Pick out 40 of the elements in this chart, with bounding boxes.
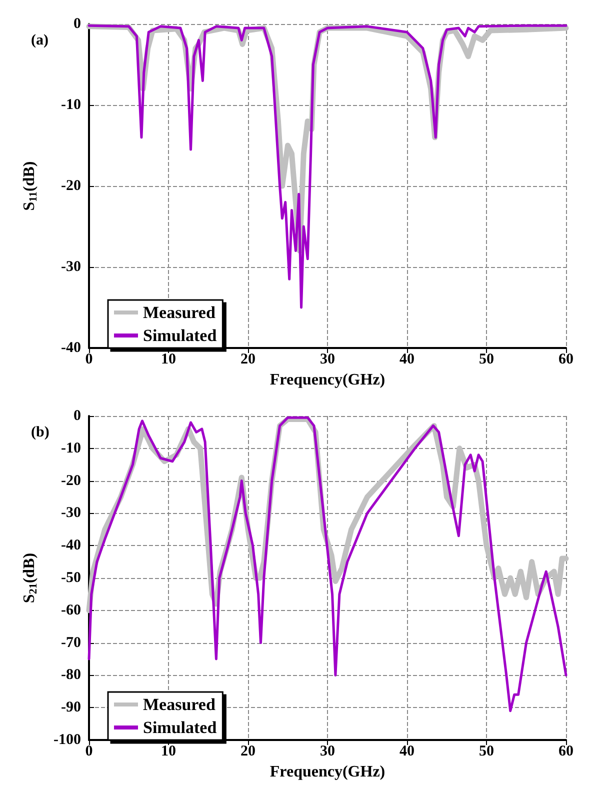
y-tick-label: -70 — [61, 634, 81, 651]
x-tick-label: 60 — [558, 744, 574, 760]
y-tick-label: -10 — [61, 440, 81, 456]
y-tick-label: -20 — [61, 178, 81, 194]
x-tick-label: 20 — [240, 352, 256, 368]
legend-label: Measured — [143, 695, 216, 714]
x-tick-label: 30 — [320, 744, 335, 760]
x-tick-label: 40 — [400, 744, 414, 760]
x-tick-label: 10 — [161, 352, 176, 368]
x-tick-label: 0 — [85, 744, 93, 760]
legend-label: Simulated — [143, 326, 218, 345]
y-axis-title: S21(dB) — [21, 552, 40, 604]
x-tick-label: 50 — [479, 352, 494, 368]
x-axis-title: Frequency(GHz) — [270, 763, 386, 780]
y-tick-label: 0 — [74, 16, 81, 32]
y-axis-title: S11(dB) — [21, 161, 40, 211]
x-tick-label: 0 — [85, 352, 93, 368]
y-tick-label: -80 — [61, 667, 81, 684]
x-tick-label: 50 — [479, 744, 494, 760]
x-tick-label: 10 — [161, 744, 176, 760]
y-tick-label: 0 — [74, 408, 81, 424]
legend-label: Measured — [143, 303, 216, 322]
y-tick-label: -30 — [61, 259, 81, 275]
y-tick-label: -50 — [61, 570, 81, 586]
y-tick-label: -60 — [61, 602, 81, 618]
y-tick-label: -100 — [54, 732, 81, 748]
x-tick-label: 20 — [240, 744, 256, 760]
y-tick-label: -40 — [61, 538, 81, 554]
y-tick-label: -40 — [61, 340, 81, 356]
x-tick-label: 30 — [320, 352, 335, 368]
y-tick-label: -90 — [61, 700, 81, 716]
y-tick-label: -20 — [61, 472, 81, 489]
x-tick-label: 40 — [400, 352, 414, 368]
text: (a) — [31, 32, 48, 48]
x-axis-title: Frequency(GHz) — [270, 371, 386, 388]
y-tick-label: -10 — [61, 97, 81, 113]
x-tick-label: 60 — [558, 352, 574, 368]
text: (b) — [31, 424, 50, 440]
legend-label: Simulated — [143, 718, 218, 737]
y-tick-label: -30 — [61, 505, 81, 522]
